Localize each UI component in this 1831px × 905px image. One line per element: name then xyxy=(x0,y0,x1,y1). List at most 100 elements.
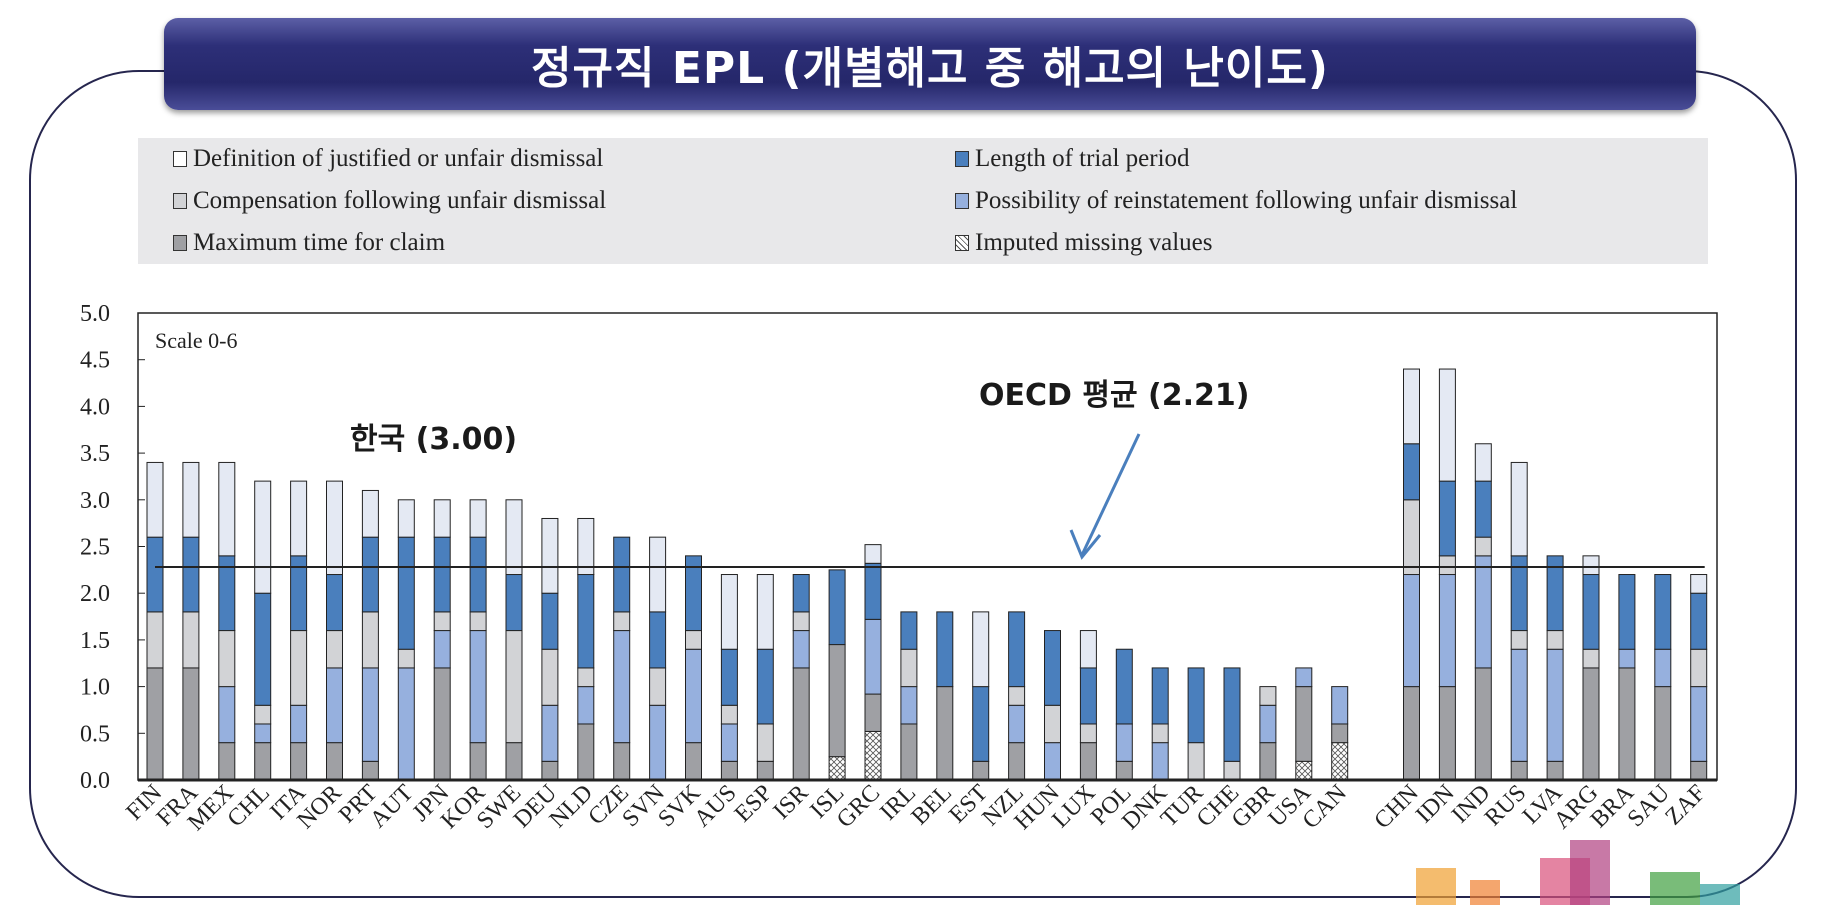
bar-segment-trial xyxy=(756,648,774,725)
legend-label: Definition of justified or unfair dismis… xyxy=(193,145,604,172)
bar-segment-trial xyxy=(1151,667,1169,725)
bar-segment-compensation xyxy=(1223,760,1241,781)
bar-segment-compensation xyxy=(1690,648,1708,688)
bar-segment-trial xyxy=(1654,574,1672,650)
bar-segment-compensation xyxy=(1582,648,1600,669)
bar-segment-compensation xyxy=(1438,555,1456,576)
bar-segment-compensation xyxy=(649,667,667,706)
bar-segment-definition xyxy=(1438,368,1456,482)
bar-segment-claim xyxy=(290,742,308,781)
bar-segment-claim xyxy=(1079,742,1097,781)
bar-segment-trial xyxy=(433,536,451,613)
bar-segment-compensation xyxy=(1044,704,1061,744)
legend-label: Compensation following unfair dismissal xyxy=(193,187,607,214)
bar-segment-trial xyxy=(469,536,487,613)
bar-segment-compensation xyxy=(1008,686,1026,706)
y-tick-label: 0.5 xyxy=(80,721,110,747)
bar-segment-claim xyxy=(1259,742,1277,781)
bar-segment-trial xyxy=(1474,480,1492,538)
bar-segment-claim xyxy=(1546,760,1564,781)
bar-segment-compensation xyxy=(1403,499,1420,576)
bar-segment-claim xyxy=(1008,742,1026,781)
bar-segment-trial xyxy=(254,592,272,706)
bar-segment-definition xyxy=(1690,574,1708,594)
bar-segment-claim xyxy=(1690,760,1708,781)
bar-segment-trial xyxy=(1115,648,1133,725)
y-tick-label: 3.5 xyxy=(80,441,110,467)
legend-item: Maximum time for claim xyxy=(173,224,445,262)
bar-segment-claim xyxy=(864,693,882,732)
bar-segment-definition xyxy=(505,499,523,576)
bar-segment-reinstatement xyxy=(792,630,810,669)
bar-segment-reinstatement xyxy=(1403,574,1420,688)
bar-segment-claim xyxy=(577,723,595,781)
y-tick-label: 2.0 xyxy=(80,581,110,607)
bar-segment-compensation xyxy=(326,630,343,669)
bar-segment-definition xyxy=(182,461,200,538)
bar-segment-definition xyxy=(1582,555,1600,576)
bar-segment-reinstatement xyxy=(1474,555,1492,669)
bar-segment-compensation xyxy=(685,630,702,650)
bar-segment-compensation xyxy=(469,611,487,632)
bar-segment-trial xyxy=(1079,667,1097,725)
legend-item: Possibility of reinstatement following u… xyxy=(955,182,1517,220)
decorative-bar xyxy=(1700,884,1740,905)
bar-segment-trial xyxy=(1008,611,1026,688)
bar-segment-reinstatement xyxy=(469,630,487,744)
bar-segment-trial xyxy=(720,648,738,706)
bar-segment-reinstatement xyxy=(900,686,918,725)
bar-segment-imputed xyxy=(828,756,846,781)
bar-segment-reinstatement xyxy=(433,630,451,669)
bar-segment-claim xyxy=(1474,667,1492,781)
bar-segment-trial xyxy=(936,611,954,688)
bar-segment-compensation xyxy=(361,611,379,669)
bar-segment-trial xyxy=(792,574,810,613)
legend-label: Imputed missing values xyxy=(975,229,1213,256)
bar-segment-trial xyxy=(505,574,523,632)
bar-segment-compensation xyxy=(756,723,774,762)
bar-segment-compensation xyxy=(541,648,559,706)
bar-segment-reinstatement xyxy=(1690,686,1708,762)
legend-swatch xyxy=(173,235,187,251)
bar-segment-claim xyxy=(756,760,774,781)
bar-segment-trial xyxy=(685,555,702,632)
bar-segment-reinstatement xyxy=(649,704,667,781)
bar-segment-compensation xyxy=(146,611,164,669)
bar-segment-reinstatement xyxy=(218,686,236,744)
bar-segment-reinstatement xyxy=(1654,648,1672,688)
bar-segment-compensation xyxy=(182,611,200,669)
bar-segment-compensation xyxy=(218,630,236,688)
bar-segment-reinstatement xyxy=(1008,704,1026,744)
bar-segment-claim xyxy=(218,742,236,781)
bar-segment-reinstatement xyxy=(613,630,631,744)
bar-segment-compensation xyxy=(1187,742,1205,781)
bar-segment-compensation xyxy=(433,611,451,632)
bar-segment-reinstatement xyxy=(1151,742,1169,781)
bar-segment-trial xyxy=(182,536,200,613)
legend-swatch xyxy=(173,193,187,209)
bar-segment-claim xyxy=(828,644,846,758)
bar-segment-definition xyxy=(1403,368,1420,445)
bar-segment-definition xyxy=(972,611,990,688)
legend-label: Maximum time for claim xyxy=(193,229,446,256)
bar-segment-claim xyxy=(1403,686,1420,781)
bar-segment-claim xyxy=(972,760,990,781)
bar-segment-compensation xyxy=(397,648,415,669)
legend-swatch xyxy=(173,151,187,167)
bar-segment-compensation xyxy=(1079,723,1097,744)
bar-segment-trial xyxy=(864,562,882,620)
bar-segment-definition xyxy=(720,574,738,650)
bar-segment-compensation xyxy=(577,667,595,688)
bar-segment-compensation xyxy=(1259,686,1277,706)
bar-segment-trial xyxy=(146,536,164,613)
bar-segment-compensation xyxy=(505,630,523,744)
bar-segment-definition xyxy=(864,544,882,564)
bar-segment-trial xyxy=(1223,667,1241,762)
bar-segment-compensation xyxy=(720,704,738,725)
scale-note: Scale 0-6 xyxy=(155,328,238,353)
bar-segment-claim xyxy=(792,667,810,781)
decorative-bar xyxy=(1650,872,1700,905)
x-tick-label: ISR xyxy=(769,780,814,825)
bar-segment-claim xyxy=(1618,667,1636,781)
bar-segment-definition xyxy=(469,499,487,538)
